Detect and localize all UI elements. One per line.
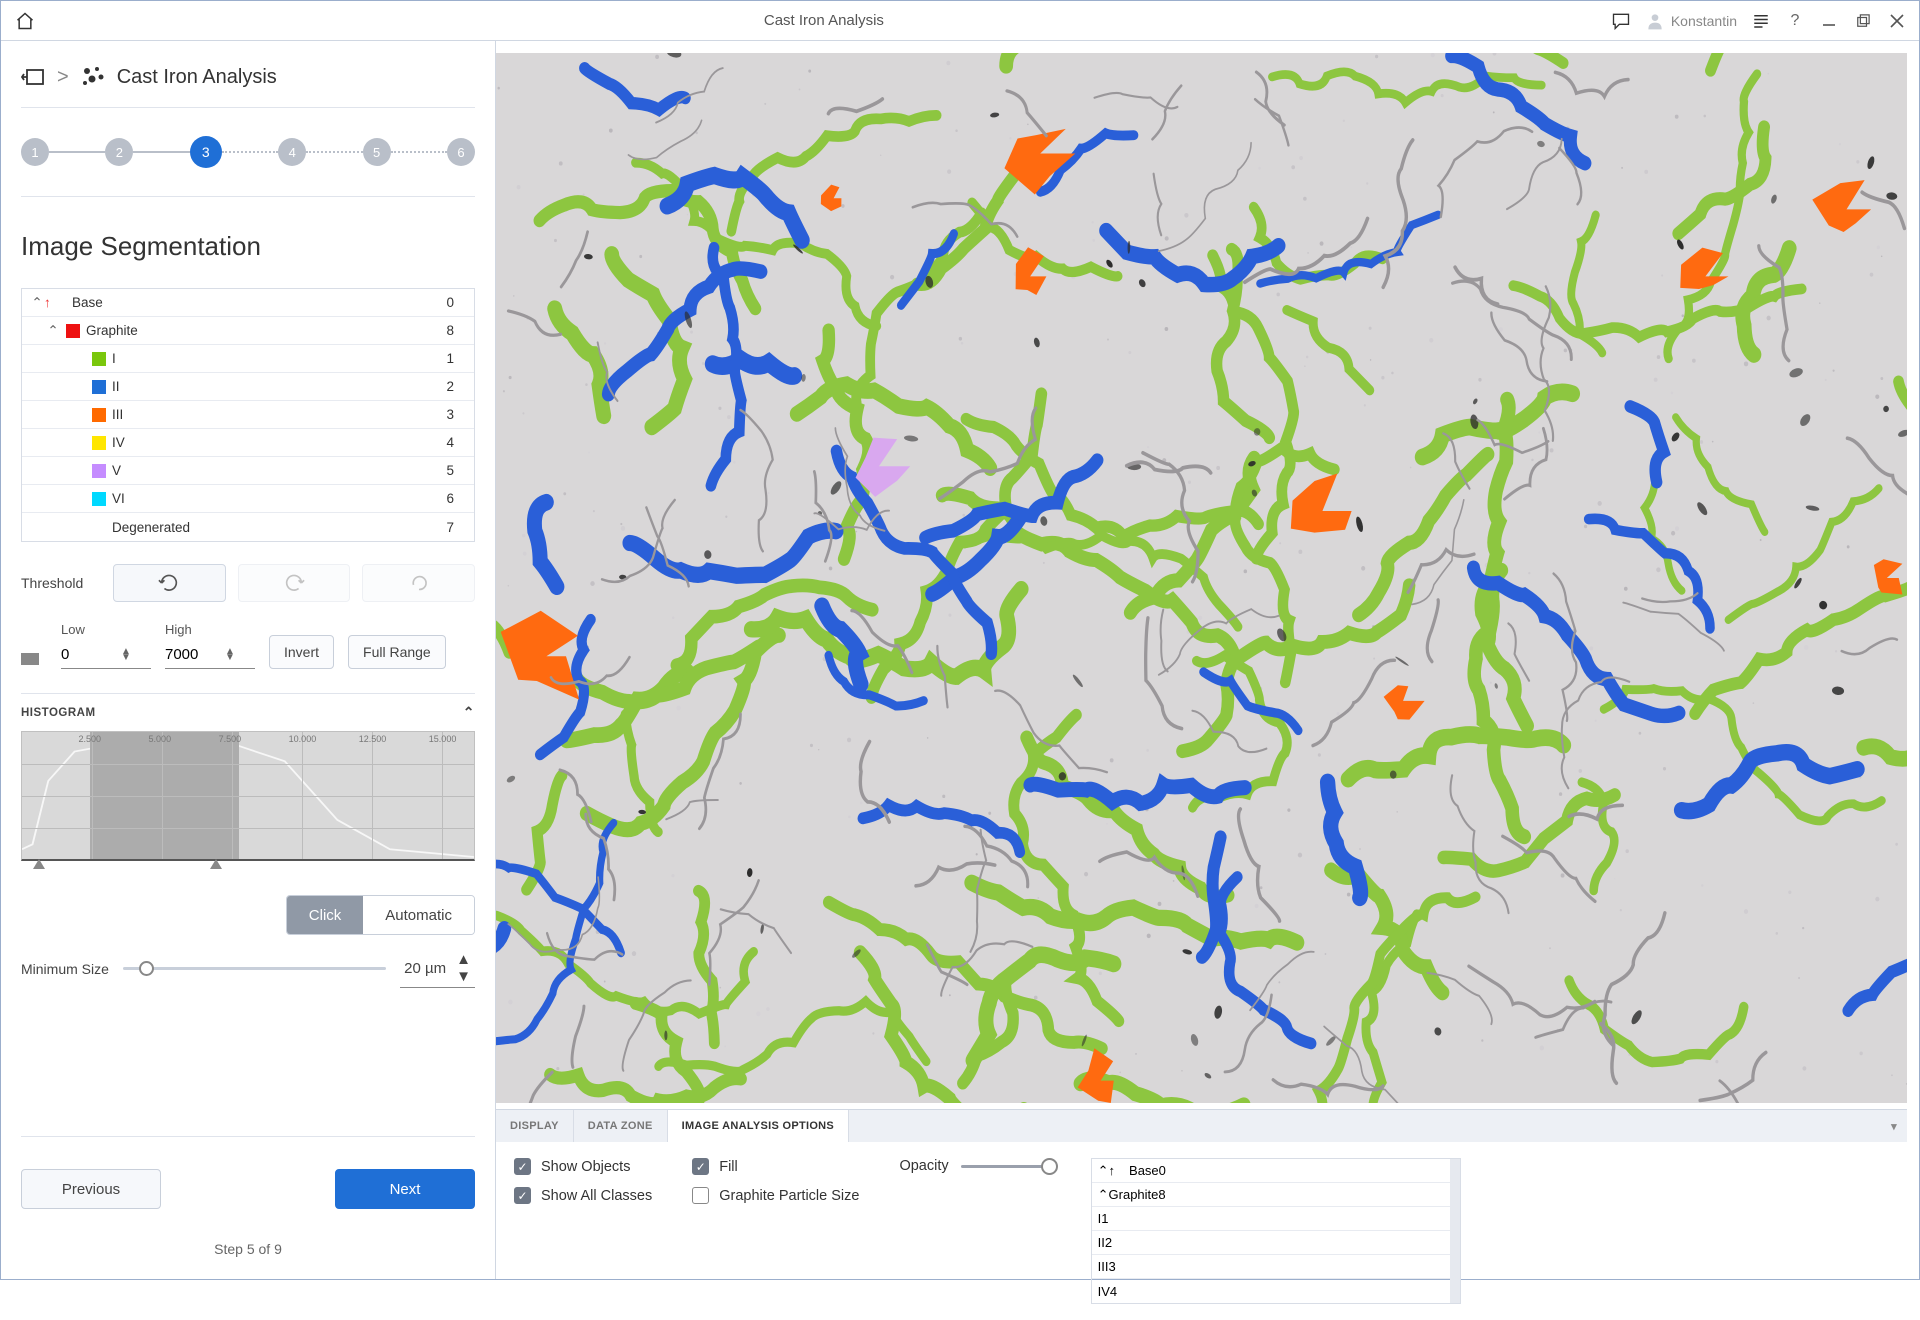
tree-row-base[interactable]: ⌃↑Base0 xyxy=(22,289,474,317)
class-tree[interactable]: ⌃↑Base0⌃Graphite8I1II2III3IV4V5VI6Degene… xyxy=(21,288,475,542)
low-label: Low xyxy=(61,622,151,637)
tree-row-class[interactable]: VI6 xyxy=(22,485,474,513)
tree-row-class[interactable]: IV4 xyxy=(22,429,474,457)
breadcrumb: > Cast Iron Analysis xyxy=(21,53,475,108)
step-2[interactable]: 2 xyxy=(105,138,133,166)
tab-data-zone[interactable]: DATA ZONE xyxy=(574,1110,668,1142)
high-input[interactable]: ▲▼ xyxy=(165,641,255,669)
home-icon[interactable] xyxy=(13,9,37,33)
scrollbar[interactable] xyxy=(1450,1159,1460,1303)
invert-button[interactable]: Invert xyxy=(269,635,334,669)
fill-checkbox[interactable]: ✓Fill xyxy=(692,1158,859,1175)
breadcrumb-sep: > xyxy=(57,66,69,89)
minimize-icon[interactable] xyxy=(1819,11,1839,31)
range-swatch xyxy=(21,653,39,665)
histogram-title: HISTOGRAM xyxy=(21,707,96,719)
menu-icon[interactable] xyxy=(1751,11,1771,31)
close-icon[interactable] xyxy=(1887,11,1907,31)
module-icon xyxy=(81,65,105,89)
step-1[interactable]: 1 xyxy=(21,138,49,166)
step-5[interactable]: 5 xyxy=(363,138,391,166)
full-range-button[interactable]: Full Range xyxy=(348,635,446,669)
tab-display[interactable]: DISPLAY xyxy=(496,1110,574,1142)
threshold-controls: Threshold xyxy=(21,542,475,614)
histogram-chart[interactable]: 2.5005.0007.50010.00012.50015.000 xyxy=(21,731,475,861)
show-objects-checkbox[interactable]: ✓Show Objects xyxy=(514,1158,652,1175)
breadcrumb-title: Cast Iron Analysis xyxy=(117,66,277,89)
minimum-size-row: Minimum Size 20 µm▲▼ xyxy=(21,949,475,1008)
tree-row-class[interactable]: III3 xyxy=(22,401,474,429)
tree-row-class[interactable]: Degenerated7 xyxy=(22,513,474,541)
histogram-collapse-icon[interactable]: ⌃ xyxy=(463,704,475,721)
minimum-size-slider[interactable] xyxy=(123,967,386,970)
tree-row-graphite[interactable]: ⌃Graphite8 xyxy=(22,317,474,345)
tree-row-class[interactable]: II2 xyxy=(22,373,474,401)
minimum-size-value[interactable]: 20 µm▲▼ xyxy=(400,949,475,988)
show-all-classes-checkbox[interactable]: ✓Show All Classes xyxy=(514,1187,652,1204)
previous-button[interactable]: Previous xyxy=(21,1169,161,1209)
step-4[interactable]: 4 xyxy=(278,138,306,166)
tree-row-class[interactable]: V5 xyxy=(22,457,474,485)
comment-icon[interactable] xyxy=(1611,11,1631,31)
help-icon[interactable]: ? xyxy=(1785,11,1805,31)
wizard-nav: Previous Next xyxy=(21,1136,475,1219)
bottom-panel: DISPLAYDATA ZONEIMAGE ANALYSIS OPTIONS▾ … xyxy=(496,1109,1907,1279)
mode-toggle: Click Automatic xyxy=(21,873,475,949)
opacity-slider[interactable]: Opacity xyxy=(899,1158,1050,1174)
tree-row-class[interactable]: I1 xyxy=(22,345,474,373)
minimum-size-label: Minimum Size xyxy=(21,961,109,977)
tree-row-class[interactable]: IV4 xyxy=(1092,1279,1450,1303)
histogram-panel: HISTOGRAM ⌃ 2.5005.0007.50010.00012.5001… xyxy=(21,693,475,873)
automatic-mode-button[interactable]: Automatic xyxy=(363,896,474,934)
back-icon[interactable] xyxy=(21,65,45,89)
maximize-icon[interactable] xyxy=(1853,11,1873,31)
next-button[interactable]: Next xyxy=(335,1169,475,1209)
step-3[interactable]: 3 xyxy=(190,136,222,168)
threshold-label: Threshold xyxy=(21,575,101,591)
tab-collapse-icon[interactable]: ▾ xyxy=(849,1110,1907,1142)
content-area: DISPLAYDATA ZONEIMAGE ANALYSIS OPTIONS▾ … xyxy=(496,41,1919,1279)
high-label: High xyxy=(165,622,255,637)
tree-row-graphite[interactable]: ⌃Graphite8 xyxy=(1092,1183,1450,1207)
image-canvas[interactable] xyxy=(496,53,1907,1103)
histogram-handles[interactable] xyxy=(21,861,475,873)
app-title: Cast Iron Analysis xyxy=(37,12,1611,29)
user-name: Konstantin xyxy=(1671,13,1737,29)
stepper: 1 2 3 4 5 6 xyxy=(21,108,475,197)
low-input[interactable]: ▲▼ xyxy=(61,641,151,669)
user-badge[interactable]: Konstantin xyxy=(1645,11,1737,31)
section-title: Image Segmentation xyxy=(21,197,475,288)
tree-row-class[interactable]: II2 xyxy=(1092,1231,1450,1255)
bottom-tabs: DISPLAYDATA ZONEIMAGE ANALYSIS OPTIONS▾ xyxy=(496,1110,1907,1142)
tree-row-class[interactable]: I1 xyxy=(1092,1207,1450,1231)
threshold-redo-button[interactable] xyxy=(238,564,351,602)
threshold-undo-button[interactable] xyxy=(113,564,226,602)
tab-image-analysis-options[interactable]: IMAGE ANALYSIS OPTIONS xyxy=(668,1110,849,1142)
click-mode-button[interactable]: Click xyxy=(287,896,364,934)
step-indicator: Step 5 of 9 xyxy=(21,1219,475,1267)
bottom-class-tree[interactable]: ⌃↑Base0⌃Graphite8I1II2III3IV4 xyxy=(1091,1158,1461,1304)
threshold-range: Low ▲▼ High ▲▼ Invert Full Range xyxy=(21,614,475,687)
titlebar: Cast Iron Analysis Konstantin ? xyxy=(1,1,1919,41)
particle-size-checkbox[interactable]: Graphite Particle Size xyxy=(692,1187,859,1204)
sidebar: > Cast Iron Analysis 1 2 3 4 5 6 Image Segmen… xyxy=(1,41,496,1279)
step-6[interactable]: 6 xyxy=(447,138,475,166)
tree-row-base[interactable]: ⌃↑Base0 xyxy=(1092,1159,1450,1183)
tree-row-class[interactable]: III3 xyxy=(1092,1255,1450,1279)
threshold-reset-button[interactable] xyxy=(362,564,475,602)
